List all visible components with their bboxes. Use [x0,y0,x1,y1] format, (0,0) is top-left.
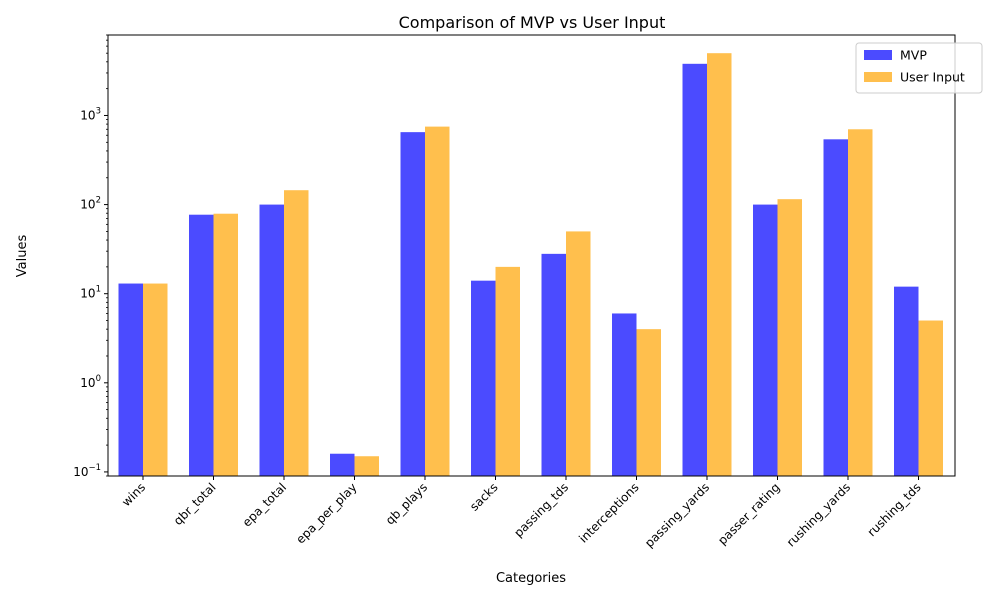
bar-user-input-passing_yards [707,53,732,477]
bar-user-input-wins [143,283,168,476]
x-tick-label-epa_total: epa_total [240,480,289,529]
x-tick-label-passing_tds: passing_tds [511,480,571,540]
bar-user-input-passer_rating [777,199,802,476]
chart-title: Comparison of MVP vs User Input [399,13,666,32]
x-tick-label-epa_per_play: epa_per_play [293,480,359,546]
x-tick-label-interceptions: interceptions [576,480,641,545]
x-tick-label-sacks: sacks [467,480,501,514]
x-tick-label-passer_rating: passer_rating [715,480,782,547]
y-tick-exponent: −1 [88,463,101,473]
bar-mvp-passing_tds [541,253,566,476]
bar-mvp-epa_total [259,204,284,476]
bar-mvp-sacks [471,280,496,476]
bar-user-input-rushing_yards [848,129,873,476]
bar-user-input-rushing_tds [918,320,943,476]
y-tick-base: 10 [80,376,95,390]
y-tick-label: 100 [80,374,101,390]
legend: MVP User Input [855,42,983,94]
bars-group [118,53,943,477]
x-tick-label-wins: wins [119,480,148,509]
bar-mvp-qb_plays [400,132,425,476]
x-axis-label: Categories [496,571,566,586]
bar-user-input-sacks [495,266,520,476]
y-tick-label: 10−1 [73,463,101,479]
y-tick-exponent: 3 [96,106,101,116]
bar-mvp-interceptions [612,313,637,476]
bar-user-input-qb_plays [425,126,450,476]
bar-mvp-passing_yards [682,63,707,477]
bar-mvp-qbr_total [189,214,214,476]
legend-label-user-input: User Input [900,70,965,85]
bar-user-input-qbr_total [213,213,238,476]
x-tick-label-passing_yards: passing_yards [642,480,712,550]
bar-mvp-passer_rating [753,204,778,476]
y-tick-label: 101 [80,285,101,301]
x-tick-label-rushing_tds: rushing_tds [865,480,924,539]
bar-mvp-rushing_yards [823,139,848,476]
bar-user-input-epa_total [284,190,309,476]
y-tick-exponent: 1 [96,285,101,295]
y-tick-label: 103 [80,106,101,122]
y-tick-base: 10 [73,465,88,479]
legend-swatch-user-input [864,72,892,82]
bar-user-input-epa_per_play [354,456,379,476]
x-tick-label-rushing_yards: rushing_yards [784,480,853,549]
y-tick-base: 10 [80,198,95,212]
bar-user-input-interceptions [636,329,661,476]
x-tick-label-qb_plays: qb_plays [383,480,430,527]
x-axis: wins qbr_total epa_total epa_per_play qb_pla… [119,476,924,550]
plot-frame [107,34,956,477]
y-tick-exponent: 0 [96,374,101,384]
legend-swatch-mvp [864,50,892,60]
y-tick-base: 10 [80,108,95,122]
bar-user-input-passing_tds [566,231,591,476]
bar-mvp-epa_per_play [330,453,355,476]
x-tick-label-qbr_total: qbr_total [171,480,219,528]
y-tick-label: 102 [80,196,101,212]
y-tick-exponent: 2 [96,196,101,206]
y-axis-label: Values [15,235,30,278]
bar-mvp-rushing_tds [894,286,919,476]
bar-mvp-wins [118,283,143,476]
legend-label-mvp: MVP [900,48,927,63]
y-tick-base: 10 [80,287,95,301]
